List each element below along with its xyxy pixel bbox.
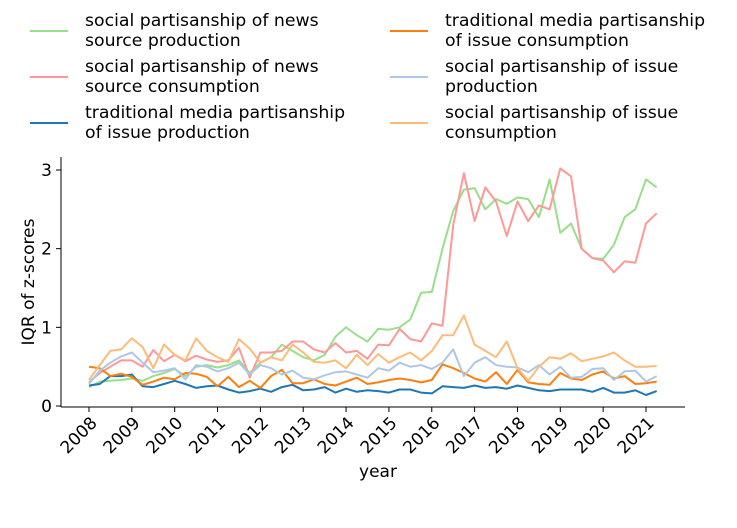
x-tick-label: 2021 xyxy=(614,413,659,458)
y-tick-label: 0 xyxy=(41,397,52,417)
legend-label: social partisanship of news source consu… xyxy=(85,57,319,97)
x-tick-label: 2020 xyxy=(571,413,616,458)
x-tick-label: 2011 xyxy=(185,413,230,458)
legend-swatch xyxy=(30,122,68,124)
x-tick-label: 2015 xyxy=(357,413,402,458)
series-line-3 xyxy=(88,363,657,389)
x-tick-label: 2012 xyxy=(228,413,273,458)
x-tick-label: 2017 xyxy=(442,413,487,458)
legend-label: social partisanship of issue consumption xyxy=(445,103,679,143)
x-tick-label: 2009 xyxy=(100,413,145,458)
legend-label: social partisanship of news source produ… xyxy=(85,11,319,51)
x-tick-label: 2016 xyxy=(400,413,445,458)
legend-label: social partisanship of issue production xyxy=(445,57,679,97)
legend-item-trad-issue-consumption: traditional media partisanship of issue … xyxy=(390,11,737,51)
x-tick-label: 2013 xyxy=(271,413,316,458)
legend-swatch xyxy=(390,122,428,124)
y-tick-label: 3 xyxy=(41,161,52,181)
x-tick-label: 2018 xyxy=(485,413,530,458)
legend-swatch xyxy=(30,76,68,78)
legend-swatch xyxy=(390,30,428,32)
legend-item-trad-issue-production: traditional media partisanship of issue … xyxy=(30,103,385,143)
series-line-2 xyxy=(88,373,658,396)
legend-label: traditional media partisanship of issue … xyxy=(445,11,706,51)
series-line-5 xyxy=(88,314,657,382)
series-line-4 xyxy=(88,348,658,385)
series-line-1 xyxy=(88,167,658,384)
y-tick-label: 1 xyxy=(41,318,52,338)
x-axis-label: year xyxy=(359,462,397,482)
y-axis-ticks: 0 1 2 3 xyxy=(41,161,61,417)
legend-item-social-issue-production: social partisanship of issue production xyxy=(390,57,737,97)
axes xyxy=(60,157,685,408)
x-tick-label: 2010 xyxy=(142,413,187,458)
legend-swatch xyxy=(30,30,68,32)
plot-area xyxy=(88,167,658,396)
x-tick-label: 2008 xyxy=(57,413,102,458)
x-tick-label: 2014 xyxy=(314,413,359,458)
x-tick-label: 2019 xyxy=(528,413,573,458)
y-tick-label: 2 xyxy=(41,240,52,260)
legend-swatch xyxy=(390,76,428,78)
legend-label: traditional media partisanship of issue … xyxy=(85,103,346,143)
legend-item-social-issue-consumption: social partisanship of issue consumption xyxy=(390,103,737,143)
legend-item-news-source-consumption: social partisanship of news source consu… xyxy=(30,57,385,97)
legend-item-news-source-production: social partisanship of news source produ… xyxy=(30,11,385,51)
x-axis-ticks: 2008200920102011201220132014201520162017… xyxy=(57,407,659,458)
y-axis-label: IQR of z-scores xyxy=(19,218,39,345)
chart-legend: social partisanship of news source produ… xyxy=(0,0,737,150)
